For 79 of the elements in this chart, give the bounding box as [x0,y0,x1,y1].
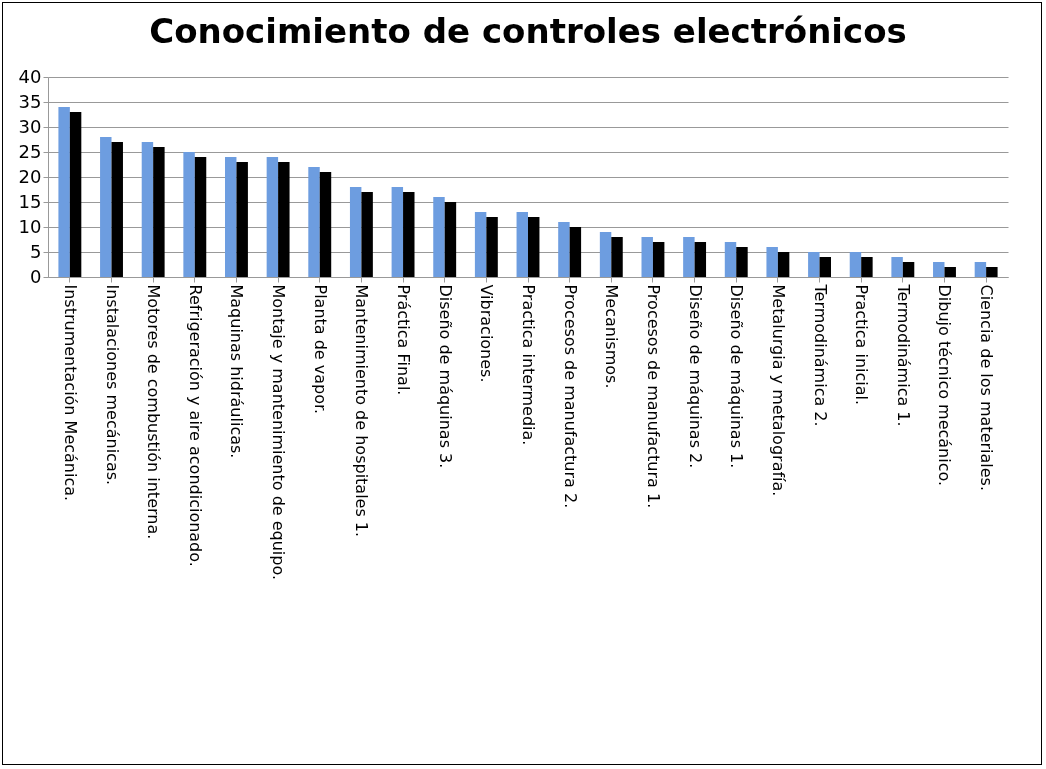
bar [111,142,123,277]
y-tick-label: 10 [18,215,42,237]
x-tick-label: Motores de combustión interna. [144,284,164,540]
bar [611,237,623,277]
x-tick-label: Diseño de máquinas 3. [435,284,455,469]
y-tick-label: 20 [18,165,42,187]
bar [777,252,790,277]
bar [308,167,320,277]
bar [694,242,707,277]
bar [403,192,415,277]
bar [933,262,945,277]
bar [319,172,332,277]
x-tick-label: Instalaciones mecánicas. [102,284,122,486]
bar [433,197,445,277]
bar [444,202,457,277]
bar [569,227,582,277]
y-tick-label: 0 [30,265,42,287]
x-tick-label: Dibujo técnico mecánico. [935,284,955,487]
chart-title: Conocimiento de controles electrónicos [149,11,907,51]
bar [766,247,778,277]
y-tick-label: 25 [18,140,42,162]
x-tick-label: Termodinámica 2. [810,283,830,427]
bar [141,142,154,277]
y-tick-label: 35 [18,90,42,112]
bar [194,157,207,277]
y-tick-label: 15 [18,190,42,212]
bar [486,217,498,277]
bar [266,157,279,277]
bar [225,157,237,277]
x-tick-label: Mantenimiento de hospitales 1. [352,284,372,538]
bar [724,242,737,277]
bar [558,222,570,277]
bar [349,187,362,277]
x-tick-label: Maquinas hidráulicas. [227,284,247,459]
x-tick-label: Montaje y mantenimiento de equipo. [269,284,289,581]
x-tick-label: Ciencia de los materiales. [977,284,997,492]
x-tick-label: Práctica Final. [394,284,414,396]
bar [902,262,915,277]
x-tick-label: Metalurgia y metalografía. [768,284,788,497]
bar [278,162,290,277]
bar [944,267,956,277]
y-tick-label: 40 [18,65,42,87]
bar [391,187,404,277]
x-tick-label: Diseño de máquinas 2. [685,284,705,469]
bar [652,242,665,277]
x-tick-label: Procesos de manufactura 2. [560,284,580,509]
bar [819,257,831,277]
bar [808,252,820,277]
bar [974,262,987,277]
bar [183,152,195,277]
bar [849,252,862,277]
bar [599,232,612,277]
x-tick-label: Vibraciones. [477,284,497,383]
bar [736,247,748,277]
x-tick-label: Refrigeración y aire acondicionado. [185,284,205,567]
bar [683,237,695,277]
bar [641,237,653,277]
x-tick-label: Practica intermedia. [519,284,538,446]
y-tick-label: 30 [18,115,42,137]
bar [891,257,903,277]
bar [986,267,998,277]
bar [861,257,873,277]
x-tick-label: Instrumentación Mecánica. [60,284,80,502]
x-tick-label: Termodinámica 1. [893,283,913,427]
x-tick-label: Mecanismos. [602,284,622,389]
bar [474,212,487,277]
bar [236,162,248,277]
x-tick-label: Practica inicial. [852,284,872,406]
bar [100,137,112,277]
x-tick-label: Diseño de máquinas 1. [727,284,747,469]
bar [69,112,82,277]
bar [528,217,540,277]
x-tick-label: Planta de vapor. [310,284,330,415]
bar [153,147,165,277]
bar [516,212,528,277]
bar [58,107,70,277]
bar [361,192,373,277]
x-tick-label: Procesos de manufactura 1. [643,284,663,509]
y-tick-label: 5 [30,240,42,262]
